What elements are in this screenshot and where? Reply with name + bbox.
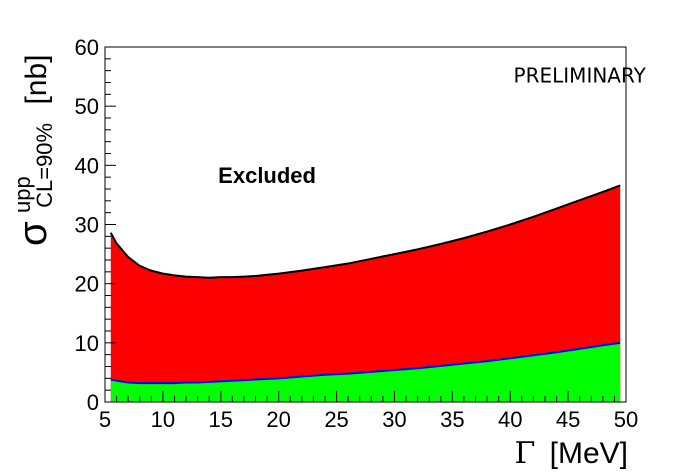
y-axis-title: σ upp CL=90% [nb] (4, 55, 59, 247)
x-tick-label: 45 (556, 407, 580, 432)
annotations: PRELIMINARY Excluded (218, 64, 646, 189)
y-tick-label: 40 (75, 153, 99, 178)
excluded-label: Excluded (218, 163, 316, 188)
x-axis-title: Γ [MeV] (514, 436, 628, 471)
y-axis-superscript: upp (10, 176, 35, 213)
x-tick-label: 40 (498, 407, 522, 432)
series-0-line (109, 184, 621, 279)
x-tick-label: 5 (99, 407, 111, 432)
x-tick-label: 20 (266, 407, 290, 432)
series-0-area (110, 185, 621, 402)
tick-labels: 5 10 15 20 25 30 35 40 45 50 0 10 20 30 40 50 60 (75, 35, 639, 432)
y-tick-label: 50 (75, 94, 99, 119)
x-tick-label: 25 (324, 407, 348, 432)
data-areas (109, 184, 621, 402)
x-tick-label: 30 (382, 407, 406, 432)
x-tick-label: 15 (209, 407, 233, 432)
y-axis-subscript: CL=90% (32, 123, 57, 208)
svg-text:σ upp CL=90%: σ upp CL=90% [nb] (4, 55, 59, 247)
y-axis-symbol: σ (11, 221, 55, 246)
x-tick-label: 35 (440, 407, 464, 432)
axis-ticks (104, 46, 627, 403)
series-1-line (110, 341, 621, 385)
y-tick-label: 20 (75, 272, 99, 297)
x-axis-unit: [MeV] (550, 437, 628, 470)
y-tick-label: 10 (75, 331, 99, 356)
x-tick-label: 10 (151, 407, 175, 432)
y-tick-label: 60 (75, 35, 99, 60)
x-axis-symbol: Γ (514, 436, 535, 471)
y-axis-unit: [nb] (20, 55, 53, 105)
x-tick-label: 50 (614, 407, 638, 432)
y-tick-label: 30 (75, 213, 99, 238)
preliminary-label: PRELIMINARY (514, 64, 647, 88)
y-tick-label: 0 (87, 390, 99, 415)
